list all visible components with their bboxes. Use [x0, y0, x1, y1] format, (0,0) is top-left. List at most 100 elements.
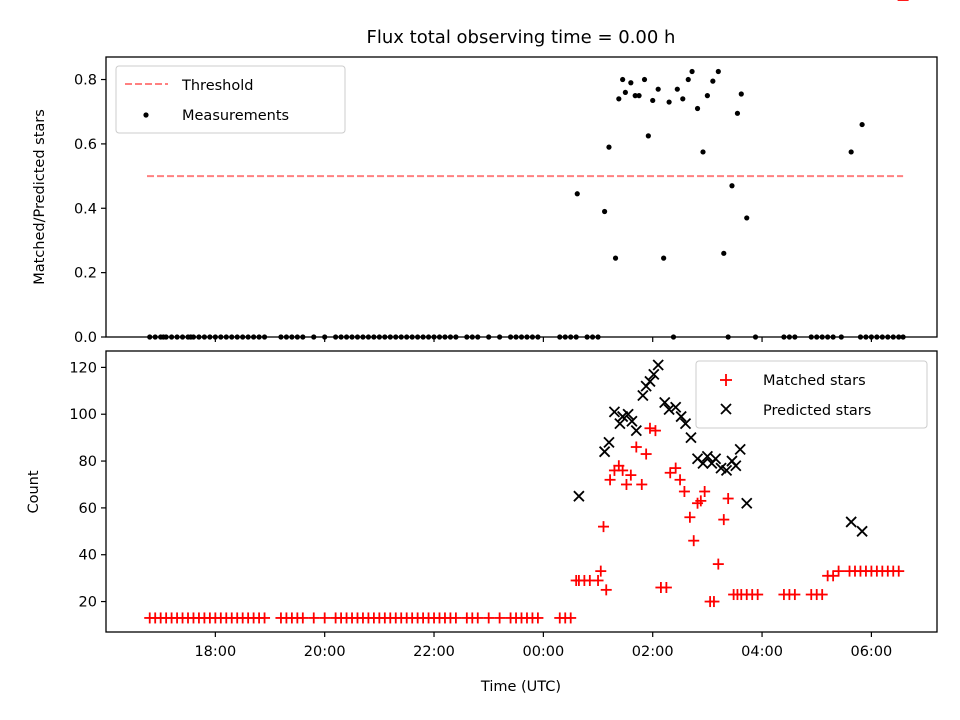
bottom-ytick-label: 100	[69, 407, 97, 423]
measurement-point	[859, 121, 865, 128]
predicted-point	[679, 417, 692, 430]
xtick-label: 18:00	[194, 644, 236, 660]
predicted-point-b	[730, 460, 742, 472]
matched-point	[450, 612, 462, 624]
matched-point	[630, 441, 642, 453]
measurement-point	[738, 91, 744, 97]
predicted-point-b	[685, 432, 697, 444]
matched-point	[598, 521, 610, 533]
measurement-point	[628, 80, 634, 86]
top-ytick-label: 0.4	[74, 201, 97, 217]
predicted-point	[652, 359, 664, 371]
predicted-point	[709, 453, 722, 465]
matched-point	[620, 478, 632, 490]
bottom-ytick-label: 20	[79, 595, 97, 611]
top-ytick-label: 0.6	[74, 137, 97, 153]
measurements-legend-swatch	[143, 112, 149, 118]
matched-point	[494, 612, 506, 624]
xtick-label: 02:00	[632, 644, 674, 660]
predicted-point-b	[720, 464, 733, 477]
predicted-point	[603, 436, 615, 448]
predicted-point	[856, 525, 868, 537]
matched-point	[472, 612, 484, 624]
top-legend: Threshold Measurements	[115, 65, 346, 134]
top-axes-frame	[105, 56, 938, 338]
measurement-point	[848, 149, 854, 155]
matched-point	[789, 589, 801, 601]
bottom-ytick-label: 60	[79, 501, 97, 517]
measurement-point	[674, 86, 680, 92]
predicted-point-b	[637, 389, 649, 402]
measurement-point	[700, 149, 706, 155]
predicted-point-b	[675, 410, 687, 423]
chart-title: Flux total observing time = 0.00 h	[367, 27, 676, 48]
matched-point	[308, 612, 320, 624]
predicted-point	[663, 403, 675, 416]
top-axes: 0.00.20.40.60.8 Matched/Predicted stars …	[32, 56, 938, 346]
matched-point	[532, 612, 544, 624]
predicted-point-b	[659, 396, 671, 409]
predicted-point-b	[663, 403, 675, 416]
matched-point	[297, 612, 309, 624]
matched-point	[649, 425, 661, 437]
predicted-point	[614, 417, 626, 430]
matched-point	[664, 467, 676, 479]
predicted-point	[734, 443, 746, 455]
measurement-point	[620, 76, 626, 83]
measurement-point	[715, 68, 721, 75]
matched-point	[259, 612, 271, 624]
measurement-point	[602, 208, 608, 215]
measurement-point	[636, 93, 642, 99]
top-ytick-label: 0.0	[74, 330, 97, 346]
matched-point	[595, 565, 607, 577]
matched-point	[660, 582, 672, 594]
predicted-point-b	[701, 450, 714, 463]
predicted-point-b	[648, 368, 660, 381]
matched-point	[625, 469, 637, 481]
matched-point	[600, 584, 612, 596]
matched-point	[752, 589, 764, 601]
predicted-point-b	[598, 446, 611, 458]
matched-point	[617, 464, 629, 476]
predicted-point-b	[603, 436, 615, 448]
predicted-point	[845, 516, 857, 528]
measurement-point	[721, 250, 727, 256]
predicted-point	[637, 389, 649, 402]
measurement-point	[632, 93, 638, 99]
measurement-point	[650, 97, 656, 104]
predicted-point	[644, 375, 656, 388]
xtick-label: 00:00	[522, 644, 564, 660]
predicted-point-b	[856, 525, 868, 537]
predicted-point-b	[614, 417, 626, 430]
matched-point	[695, 495, 707, 507]
bottom-ytick-label: 40	[79, 548, 97, 564]
predicted-point	[622, 408, 634, 420]
predicted-point	[685, 432, 697, 444]
matched-point	[718, 514, 730, 526]
matched-point	[827, 570, 839, 582]
matched-point	[670, 462, 682, 474]
predicted-legend-swatch	[720, 403, 732, 415]
predicted-point-b	[679, 417, 692, 430]
predicted-point	[741, 497, 753, 509]
matched-point	[688, 535, 700, 547]
matched-point	[712, 558, 724, 570]
measurement-point	[622, 89, 628, 96]
predicted-point-b	[691, 453, 704, 465]
bottom-legend: Matched stars Predicted stars	[695, 360, 928, 429]
xtick-label: 20:00	[304, 644, 346, 660]
measurement-point	[645, 133, 651, 139]
bottom-ylabel: Count	[26, 470, 42, 513]
matched-point	[722, 493, 734, 505]
matched-point	[636, 478, 648, 490]
measurement-point	[734, 110, 741, 116]
measurement-point	[606, 144, 612, 150]
predicted-point-b	[626, 415, 638, 427]
measurement-point	[616, 96, 622, 102]
predicted-point	[701, 450, 714, 463]
predicted-point-b	[622, 408, 634, 420]
top-ytick-label: 0.2	[74, 266, 97, 282]
predicted-point	[598, 446, 611, 458]
measurement-point	[744, 215, 750, 221]
predicted-point	[720, 464, 733, 477]
